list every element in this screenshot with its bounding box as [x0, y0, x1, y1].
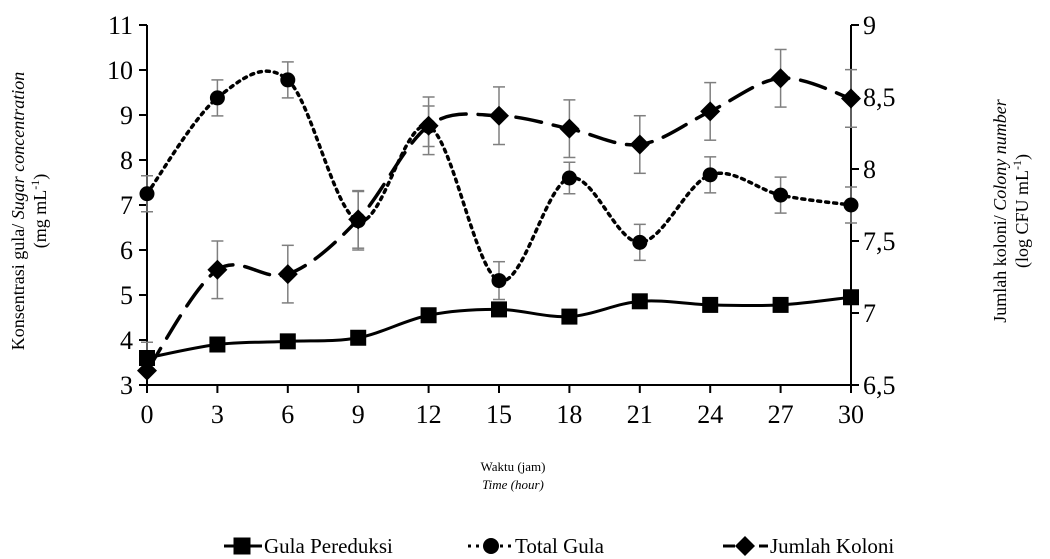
data-point-total-gula: [702, 167, 718, 183]
x-tick-label: 9: [352, 400, 365, 429]
y-left-tick-label: 6: [120, 236, 133, 265]
data-point-jumlah-koloni: [770, 68, 791, 89]
data-point-jumlah-koloni: [207, 259, 228, 280]
legend-label-jumlah-koloni: Jumlah Koloni: [770, 534, 894, 558]
y-right-tick-label: 6,5: [863, 371, 896, 400]
x-tick-label: 3: [211, 400, 224, 429]
circle-marker-icon: [483, 538, 499, 554]
x-tick-label: 24: [697, 400, 723, 429]
data-point-total-gula: [773, 187, 789, 203]
x-axis-label: Waktu (jam): [480, 459, 545, 474]
series-line-jumlah-koloni: [145, 76, 853, 373]
y-left-tick-label: 11: [108, 11, 133, 40]
x-tick-label: 18: [556, 400, 582, 429]
y-right-tick-label: 8,5: [863, 83, 896, 112]
y-axis-right-unit: (log CFU mL-1): [1010, 154, 1033, 268]
x-tick-label: 6: [281, 400, 294, 429]
y-axis-right-label: Jumlah koloni/ Colony number: [990, 98, 1010, 322]
y-left-tick-label: 9: [120, 101, 133, 130]
data-point-gula-pereduksi: [139, 350, 155, 366]
data-point-jumlah-koloni: [841, 88, 861, 109]
data-point-jumlah-koloni: [700, 101, 721, 122]
diamond-marker-icon: [735, 536, 755, 556]
data-point-total-gula: [280, 72, 296, 88]
chart-axes: [139, 24, 859, 393]
data-point-jumlah-koloni: [137, 360, 157, 381]
data-point-gula-pereduksi: [279, 333, 296, 350]
data-point-gula-pereduksi: [843, 289, 859, 306]
data-point-total-gula: [632, 234, 648, 250]
data-point-gula-pereduksi: [772, 296, 789, 313]
square-marker-icon: [233, 537, 251, 555]
x-tick-label: 21: [627, 400, 653, 429]
x-tick-label: 30: [838, 400, 864, 429]
legend-item-total-gula: Total Gula: [468, 534, 605, 558]
y-right-tick-label: 8: [863, 155, 876, 184]
y-right-tick-label: 7: [863, 299, 876, 328]
data-point-jumlah-koloni: [418, 115, 439, 136]
data-point-jumlah-koloni: [559, 118, 580, 139]
error-bars: [141, 48, 857, 375]
legend-label-total-gula: Total Gula: [515, 534, 605, 558]
data-point-total-gula: [561, 170, 577, 186]
data-point-total-gula: [843, 197, 859, 213]
data-point-gula-pereduksi: [350, 329, 367, 346]
series-markers: [137, 68, 861, 381]
y-left-tick-label: 4: [120, 326, 133, 355]
y-left-tick-label: 3: [120, 371, 133, 400]
y-left-tick-label: 8: [120, 146, 133, 175]
data-point-jumlah-koloni: [348, 209, 369, 230]
data-point-total-gula: [491, 273, 507, 289]
data-point-gula-pereduksi: [491, 301, 507, 318]
legend: Gula Pereduksi Total Gula Jumlah Koloni: [224, 534, 894, 558]
x-tick-label: 12: [416, 400, 442, 429]
y-left-tick-label: 10: [107, 56, 133, 85]
y-left-tick-label: 5: [120, 281, 133, 310]
data-point-gula-pereduksi: [420, 307, 437, 324]
x-tick-label: 15: [486, 400, 512, 429]
x-tick-label: 0: [141, 400, 154, 429]
data-point-jumlah-koloni: [629, 134, 650, 155]
data-point-gula-pereduksi: [702, 296, 719, 313]
data-point-gula-pereduksi: [209, 336, 226, 353]
y-axis-left-unit: (mg mL-1): [28, 174, 51, 249]
data-point-total-gula: [139, 186, 155, 202]
legend-item-jumlah-koloni: Jumlah Koloni: [723, 534, 894, 558]
x-tick-label: 27: [768, 400, 794, 429]
data-point-jumlah-koloni: [489, 105, 509, 126]
data-point-total-gula: [209, 90, 225, 106]
legend-label-gula-pereduksi: Gula Pereduksi: [264, 534, 393, 558]
data-point-gula-pereduksi: [631, 293, 648, 310]
legend-item-gula-pereduksi: Gula Pereduksi: [224, 534, 393, 558]
data-point-jumlah-koloni: [277, 264, 298, 285]
y-right-tick-label: 9: [863, 11, 876, 40]
y-axis-left-label: Konsentrasi gula/ Sugar concentration: [8, 72, 28, 350]
x-axis-label-en: Time (hour): [482, 477, 544, 492]
y-left-tick-label: 7: [120, 191, 133, 220]
data-point-gula-pereduksi: [561, 308, 578, 325]
y-right-tick-label: 7,5: [863, 227, 896, 256]
